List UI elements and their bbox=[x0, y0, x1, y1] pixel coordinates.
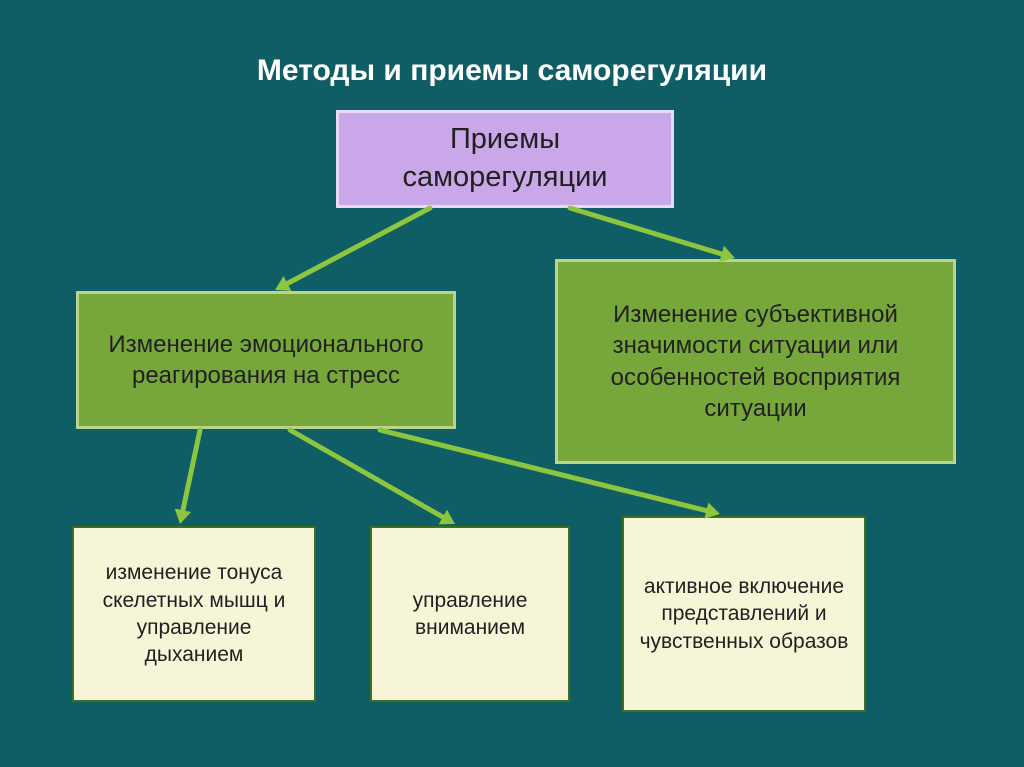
right-mid-box-label: Изменение субъективной значимости ситуац… bbox=[572, 299, 939, 424]
slide-title-text: Методы и приемы саморегуляции bbox=[257, 54, 767, 87]
slide-title: Методы и приемы саморегуляции bbox=[0, 54, 1024, 88]
left-mid-box-label: Изменение эмоционального реагирования на… bbox=[93, 329, 439, 391]
leaf-box-2: управление вниманием bbox=[370, 526, 570, 702]
left-mid-box: Изменение эмоционального реагирования на… bbox=[76, 291, 456, 429]
leaf-box-1: изменение тонуса скелетных мышц и управл… bbox=[72, 526, 316, 702]
leaf-box-3: активное включение представлений и чувст… bbox=[622, 516, 866, 712]
leaf-box-3-label: активное включение представлений и чувст… bbox=[638, 573, 850, 655]
root-box: Приемы саморегуляции bbox=[336, 110, 674, 208]
right-mid-box: Изменение субъективной значимости ситуац… bbox=[555, 259, 956, 464]
root-box-label: Приемы саморегуляции bbox=[353, 121, 657, 196]
leaf-box-1-label: изменение тонуса скелетных мышц и управл… bbox=[88, 559, 300, 668]
leaf-box-2-label: управление вниманием bbox=[386, 587, 554, 642]
